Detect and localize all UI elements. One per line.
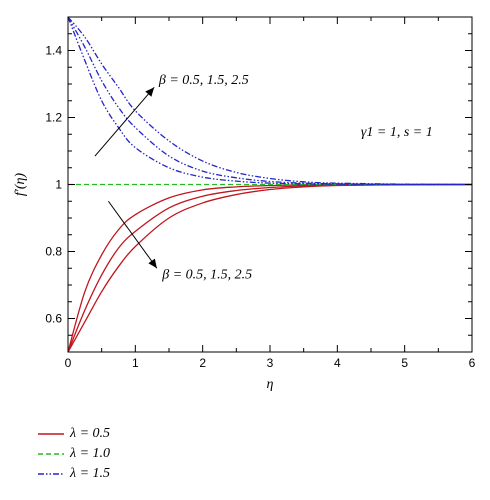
x-tick-label: 4 xyxy=(334,356,341,370)
legend-item-lambda-0-5: λ = 0.5 xyxy=(38,424,110,444)
series-line-2 xyxy=(67,183,473,353)
upper-beta-arrow xyxy=(94,87,155,157)
legend-item-lambda-1-5: λ = 1.5 xyxy=(38,464,110,484)
legend: λ = 0.5 λ = 1.0 λ = 1.5 xyxy=(38,424,110,484)
series-layer xyxy=(67,16,473,353)
y-axis-label: f′(η) xyxy=(13,173,28,197)
x-tick-label: 6 xyxy=(469,356,476,370)
lower-beta-arrow xyxy=(107,200,158,269)
series-line-1 xyxy=(67,183,473,353)
ticks-layer: 0 1 2 3 4 5 6 0.6 0.8 1 1.2 1.4 xyxy=(45,16,476,370)
y-tick-label: 0.8 xyxy=(45,245,62,259)
x-axis-label: η xyxy=(267,377,274,392)
lower-beta-annotation: β = 0.5, 1.5, 2.5 xyxy=(161,267,252,282)
y-tick-label: 0.6 xyxy=(45,312,62,326)
y-tick-label: 1.2 xyxy=(45,111,62,125)
series-line-5 xyxy=(67,16,473,186)
legend-label: λ = 0.5 xyxy=(70,426,111,441)
x-tick-label: 5 xyxy=(401,356,408,370)
x-tick-label: 2 xyxy=(199,356,206,370)
legend-item-lambda-1-0: λ = 1.0 xyxy=(38,444,110,464)
series-line-0 xyxy=(67,183,472,353)
legend-label: λ = 1.5 xyxy=(70,466,111,481)
chart-svg: 0 1 2 3 4 5 6 0.6 0.8 1 1.2 1.4 η f′(η) β = 0.5, 1.… xyxy=(13,16,476,392)
series-line-6 xyxy=(67,16,473,186)
legend-label: λ = 1.0 xyxy=(70,446,111,461)
y-tick-label: 1.4 xyxy=(45,44,62,58)
y-tick-label: 1 xyxy=(55,178,62,192)
legend-swatch-dashed xyxy=(38,453,64,455)
x-tick-label: 0 xyxy=(65,356,72,370)
legend-swatch-dash-dot-dot xyxy=(38,473,64,475)
series-line-4 xyxy=(67,16,473,186)
x-tick-label: 1 xyxy=(132,356,139,370)
x-tick-label: 3 xyxy=(267,356,274,370)
legend-swatch-solid xyxy=(38,433,64,435)
parameter-annotation: γ1 = 1, s = 1 xyxy=(361,125,433,140)
upper-beta-annotation: β = 0.5, 1.5, 2.5 xyxy=(158,73,249,88)
